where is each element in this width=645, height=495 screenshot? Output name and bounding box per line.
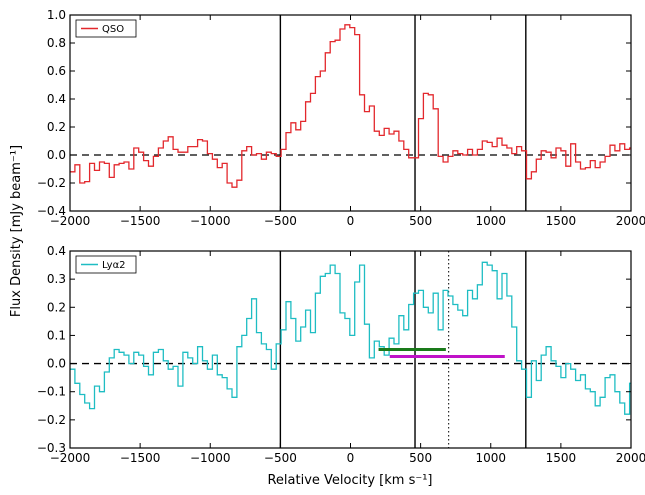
legend-box: [75, 255, 137, 274]
x-tick-label: −1500: [120, 451, 161, 465]
y-tick-label: 0.4: [47, 92, 66, 106]
y-tick-label: −0.4: [37, 204, 66, 218]
y-tick-label: −0.1: [37, 385, 66, 399]
bottom-panel: 0.4 0.3 0.2 0.1 0.0 −0.1 −0.2 −0.3−2000 −1500 −10…: [37, 244, 645, 465]
x-tick-label: −1000: [190, 214, 231, 228]
x-tick-label: 0: [347, 451, 355, 465]
legend-label: Lyα2: [102, 260, 126, 271]
x-tick-label: 2000: [616, 214, 645, 228]
x-axis-label: Relative Velocity [km s⁻¹]: [267, 473, 432, 488]
x-tick-label: 2000: [616, 451, 645, 465]
x-tick-label: −1500: [120, 214, 161, 228]
y-tick-label: 0.4: [47, 244, 66, 258]
y-tick-label: 0.3: [47, 272, 66, 286]
x-tick-label: 1000: [475, 214, 506, 228]
series-line-top: [70, 24, 631, 188]
series-line-bottom: [70, 261, 631, 415]
x-tick-label: 500: [409, 451, 432, 465]
x-tick-label: −500: [264, 214, 297, 228]
y-tick-label: 0.0: [47, 357, 66, 371]
x-tick-label: 500: [409, 214, 432, 228]
x-tick-label: −500: [264, 451, 297, 465]
x-tick-label: 0: [347, 214, 355, 228]
y-tick-label: 0.6: [47, 64, 66, 78]
y-tick-label: −0.2: [37, 413, 66, 427]
x-tick-label: −2000: [50, 214, 91, 228]
y-tick-label: 0.2: [47, 300, 66, 314]
plot-frame: [69, 250, 632, 449]
x-tick-label: 1500: [546, 214, 577, 228]
y-tick-label: −0.2: [37, 176, 66, 190]
y-tick-label: 0.8: [47, 36, 66, 50]
y-tick-label: 0.1: [47, 328, 66, 342]
y-tick-label: 0.2: [47, 120, 66, 134]
axis-titles: Relative Velocity [km s⁻¹] Flux Density …: [9, 145, 433, 488]
x-tick-label: −1000: [190, 451, 231, 465]
y-tick-label: 1.0: [47, 8, 66, 22]
legend-box: [75, 19, 137, 38]
x-tick-label: −2000: [50, 451, 91, 465]
legend-label: QSO: [102, 24, 124, 35]
top-panel: 1.0 0.8 0.6 0.4 0.2 0.0 −0.2 −0.4−2000 −1500 −100…: [37, 8, 645, 228]
y-tick-label: 0.0: [47, 148, 66, 162]
plot-frame: [69, 14, 632, 212]
x-tick-label: 1000: [475, 451, 506, 465]
x-tick-label: 1500: [546, 451, 577, 465]
y-tick-label: −0.3: [37, 441, 66, 455]
y-axis-label: Flux Density [mJy beam⁻¹]: [9, 145, 24, 317]
